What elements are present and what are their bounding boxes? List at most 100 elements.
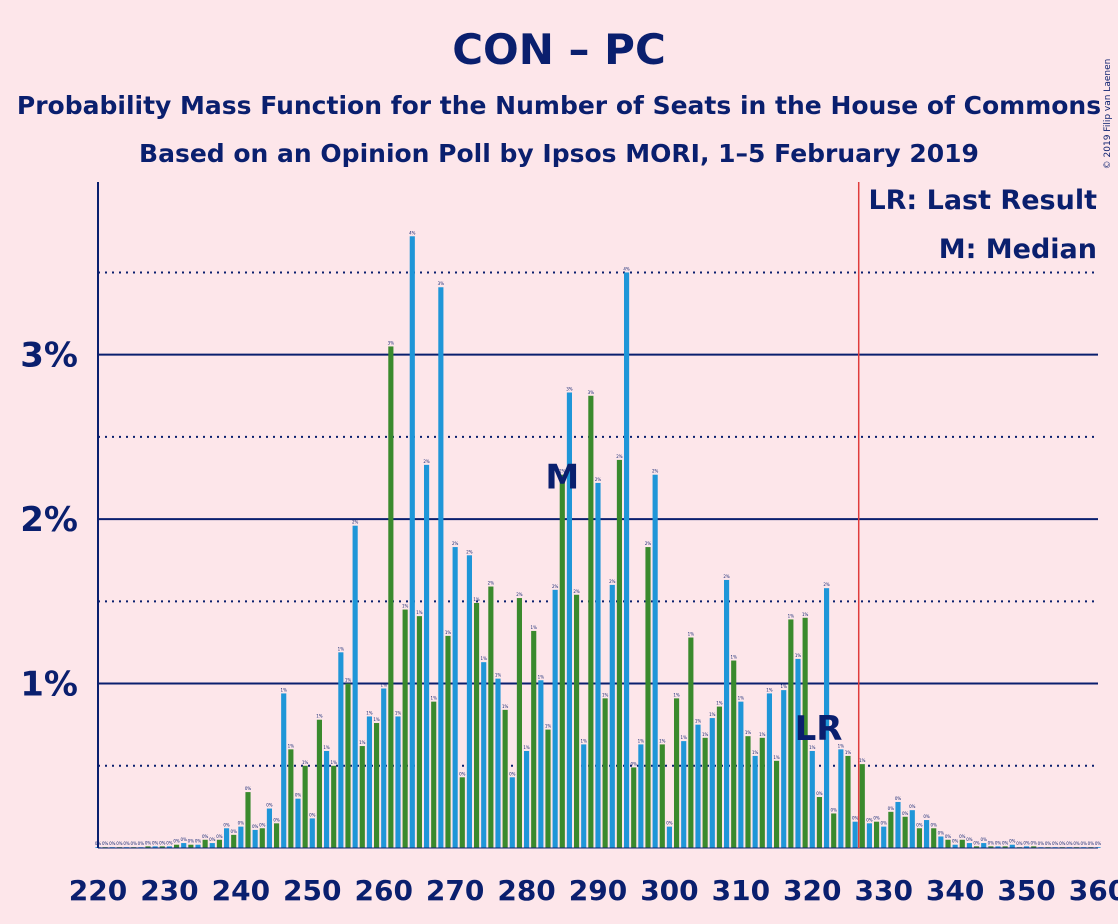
bar-label-seat-260: 1% (381, 682, 388, 687)
bar-seat-227 (145, 846, 151, 848)
x-tick-label: 340 (926, 874, 984, 907)
bar-label-seat-319: 1% (802, 612, 809, 617)
bar-label-seat-262: 1% (395, 710, 402, 715)
bar-seat-311 (745, 736, 751, 848)
bar-label-seat-221: 0% (102, 841, 109, 846)
bar-seat-290 (595, 482, 601, 848)
bar-seat-281 (531, 630, 537, 848)
bar-label-seat-222: 0% (109, 841, 116, 846)
bar-label-seat-240: 0% (238, 821, 245, 826)
bar-label-seat-355: 0% (1059, 841, 1066, 846)
bar-seat-316 (781, 690, 787, 848)
bar-seat-235 (202, 839, 208, 848)
bar-label-seat-324: 1% (838, 743, 845, 748)
bar-seat-295 (631, 767, 637, 848)
bar-seat-303 (688, 637, 694, 848)
bar-label-seat-336: 0% (923, 814, 930, 819)
bar-seat-243 (259, 828, 265, 848)
bar-seat-280 (524, 750, 530, 848)
bar-seat-325 (845, 755, 851, 848)
bar-label-seat-357: 0% (1073, 841, 1080, 846)
bar-label-seat-255: 1% (345, 678, 352, 683)
bar-label-seat-270: 2% (452, 541, 459, 546)
bar-label-seat-261: 3% (388, 340, 395, 345)
bar-seat-351 (1031, 846, 1037, 848)
bar-seat-334 (909, 810, 915, 848)
bar-label-seat-344: 0% (981, 837, 988, 842)
bar-label-seat-278: 0% (509, 771, 516, 776)
bar-seat-320 (809, 750, 815, 848)
bar-label-seat-358: 0% (1081, 841, 1088, 846)
bar-seat-282 (538, 680, 544, 848)
bar-seat-305 (702, 737, 708, 848)
bar-label-seat-259: 1% (373, 717, 380, 722)
bar-seat-289 (588, 395, 594, 848)
bar-label-seat-252: 1% (323, 745, 330, 750)
bar-seat-247 (288, 749, 294, 848)
bar-seat-333 (902, 816, 908, 848)
bar-label-seat-302: 1% (681, 735, 688, 740)
bar-seat-287 (574, 594, 580, 848)
bar-seat-328 (866, 823, 872, 848)
bar-label-seat-359: 0% (1088, 841, 1095, 846)
bar-seat-258 (366, 716, 372, 848)
bar-label-seat-325: 1% (845, 750, 852, 755)
bar-seat-246 (281, 693, 287, 848)
x-tick-label: 290 (569, 874, 627, 907)
bar-seat-251 (316, 719, 322, 848)
bar-label-seat-301: 1% (673, 692, 680, 697)
bar-seat-269 (445, 635, 451, 848)
bar-seat-286 (566, 392, 572, 848)
bar-seat-327 (859, 764, 865, 848)
bar-label-seat-283: 1% (545, 724, 552, 729)
bar-seat-293 (616, 459, 622, 848)
bar-label-seat-316: 1% (781, 684, 788, 689)
x-tick-label: 240 (212, 874, 270, 907)
bar-label-seat-290: 2% (595, 477, 602, 482)
bar-seat-230 (166, 846, 172, 848)
chart-subtitle-line-2: Based on an Opinion Poll by Ipsos MORI, … (139, 139, 979, 168)
bar-label-seat-273: 1% (473, 597, 480, 602)
bar-seat-275 (488, 586, 494, 848)
bar-label-seat-254: 1% (338, 646, 345, 651)
bar-label-seat-335: 0% (916, 822, 923, 827)
bar-label-seat-248: 0% (295, 793, 302, 798)
bar-label-seat-256: 2% (352, 520, 359, 525)
bar-label-seat-326: 0% (852, 816, 859, 821)
bar-seat-236 (209, 843, 215, 848)
bar-seat-345 (988, 846, 994, 848)
bar-label-seat-300: 0% (666, 821, 673, 826)
bar-seat-319 (802, 617, 808, 848)
bar-label-seat-299: 1% (659, 738, 666, 743)
bar-label-seat-280: 1% (523, 745, 530, 750)
bar-label-seat-223: 0% (116, 841, 123, 846)
bar-label-seat-305: 1% (702, 732, 709, 737)
bar-seat-278 (509, 777, 515, 848)
bar-label-seat-234: 0% (195, 839, 202, 844)
bar-label-seat-284: 2% (552, 584, 559, 589)
bar-label-seat-238: 0% (223, 822, 230, 827)
bar-seat-242 (252, 829, 258, 848)
bar-seat-262 (395, 716, 401, 848)
bar-value-labels: 0% 0% 0% 0% 0% 0% 0% 0% 0% 0% 0% 0% 0% 0%0%0%0%0%0%0%… (95, 230, 1102, 846)
bar-seat-332 (895, 801, 901, 848)
bar-label-seat-338: 0% (938, 830, 945, 835)
bar-seat-283 (545, 729, 551, 848)
bar-label-seat-352: 0% (1038, 841, 1045, 846)
bar-label-seat-274: 1% (481, 656, 488, 661)
y-tick-label: 1% (20, 665, 78, 705)
bar-seat-249 (302, 765, 308, 848)
bar-label-seat-303: 1% (688, 632, 695, 637)
last-result-marker: LR (795, 709, 843, 749)
bar-seat-344 (981, 843, 987, 848)
bar-label-seat-322: 2% (823, 582, 830, 587)
bar-label-seat-258: 1% (366, 710, 373, 715)
bar-seat-284 (552, 589, 558, 848)
bar-seat-300 (666, 826, 672, 848)
bar-label-seat-266: 2% (423, 459, 430, 464)
bar-label-seat-285: 2% (559, 469, 566, 474)
bar-label-seat-328: 0% (866, 817, 873, 822)
bar-seat-331 (888, 811, 894, 848)
bar-label-seat-249: 1% (302, 760, 309, 765)
bar-label-seat-292: 2% (609, 579, 616, 584)
